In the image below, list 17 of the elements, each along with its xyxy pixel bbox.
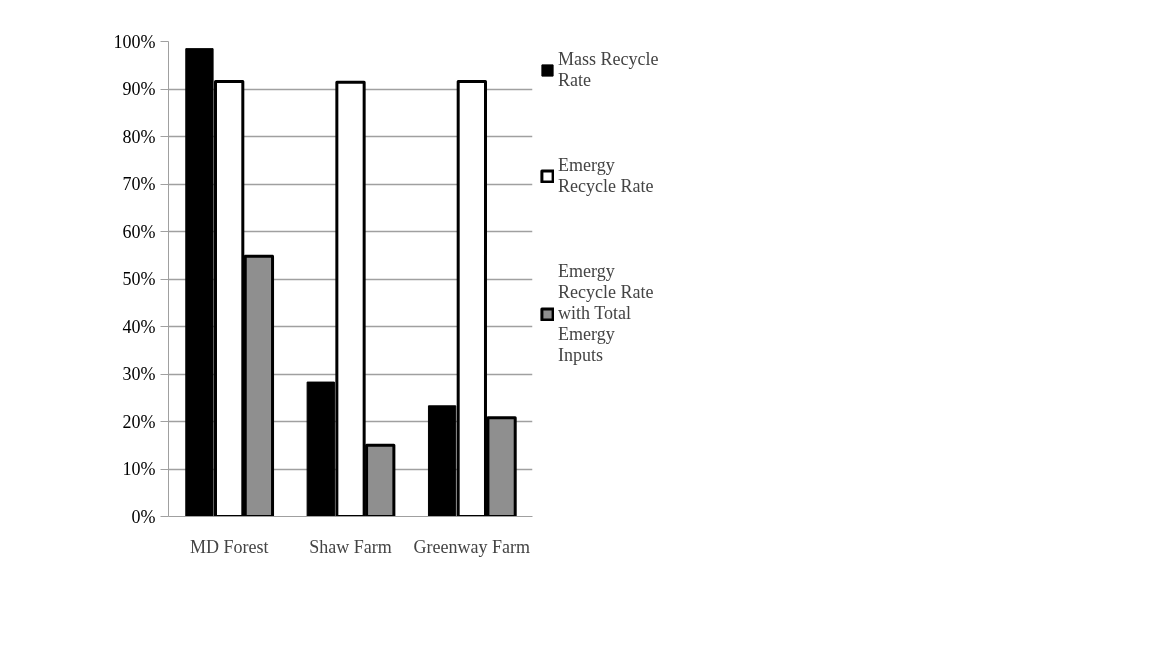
- y-tick-label: 20%: [122, 411, 156, 432]
- y-tick-label: 10%: [122, 459, 156, 479]
- legend-label: Mass Recycle Rate: [558, 49, 659, 91]
- y-tick-label: 50%: [122, 269, 156, 289]
- x-tick-label: Greenway Farm: [413, 536, 531, 557]
- y-tick-label: 70%: [122, 174, 156, 194]
- y-tick-label: 80%: [122, 126, 156, 147]
- y-tick-label: 30%: [122, 364, 156, 384]
- x-tick-label: Shaw Farm: [309, 536, 392, 557]
- y-tick-label: 0%: [131, 506, 156, 527]
- y-tick-label: 90%: [122, 79, 156, 99]
- y-tick-label: 100%: [113, 31, 156, 52]
- y-tick-label: 60%: [122, 221, 156, 242]
- y-tick-label: 40%: [122, 316, 156, 337]
- legend-label: Emergy Recycle Rate with Total Emergy Inputs: [558, 261, 654, 366]
- x-tick-label: MD Forest: [189, 536, 269, 557]
- legend-label: Emergy Recycle Rate: [558, 155, 654, 197]
